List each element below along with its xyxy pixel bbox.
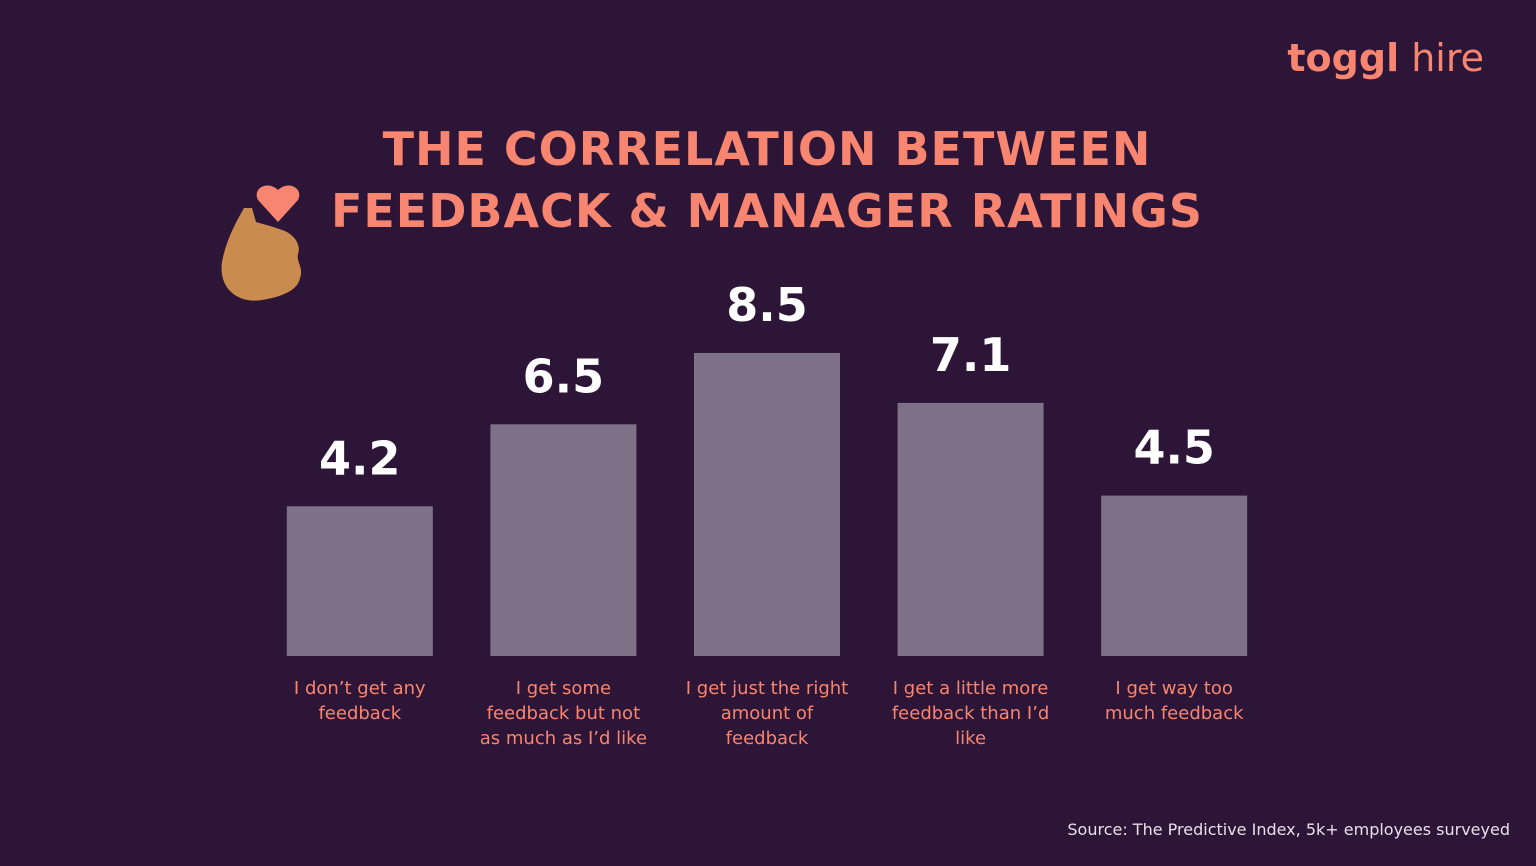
- bar: [1101, 495, 1248, 656]
- bar: [286, 506, 433, 656]
- hand-icon: [221, 185, 302, 301]
- value-label: 4.5: [1133, 421, 1215, 475]
- category-label: I get just the right amount of feedback: [685, 678, 849, 749]
- category-label: I get a little more feedback than I’d li…: [891, 678, 1050, 749]
- category-label: I don’t get any feedback: [293, 678, 426, 724]
- value-label: 4.2: [319, 431, 401, 485]
- value-label: 8.5: [726, 278, 808, 332]
- logo-product: hire: [1411, 36, 1484, 80]
- bar: [490, 424, 637, 656]
- source-note: Source: The Predictive Index, 5k+ employ…: [1067, 820, 1510, 839]
- value-label: 7.1: [930, 328, 1012, 382]
- logo-brand: toggl: [1287, 36, 1400, 80]
- category-label: I get way too much feedback: [1104, 678, 1244, 724]
- value-label: 6.5: [523, 349, 605, 403]
- bar: [694, 353, 840, 656]
- logo: toggl hire: [1287, 36, 1484, 80]
- chart-title: THE CORRELATION BETWEEN FEEDBACK & MANAG…: [330, 122, 1204, 238]
- bar: [897, 402, 1044, 656]
- category-label: I get some feedback but not as much as I…: [479, 678, 648, 749]
